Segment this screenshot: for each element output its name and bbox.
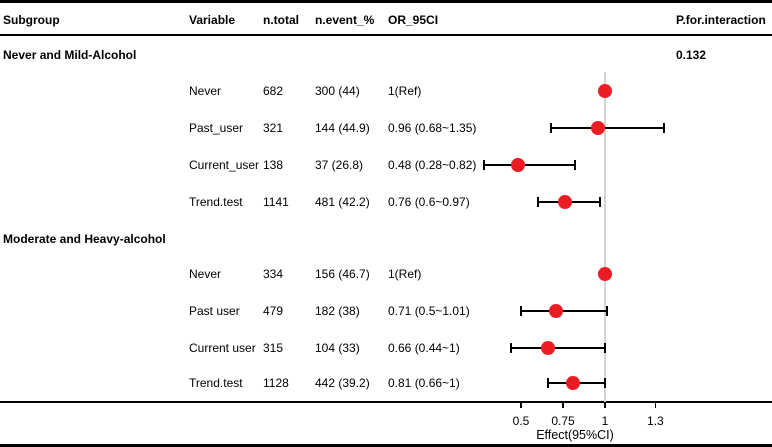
ci-bar [551,127,664,129]
column-header-n-total: n.total [263,13,299,27]
subgroup-label: Moderate and Heavy-alcohol [3,232,166,246]
row-variable: Current_user [189,158,260,172]
row-variable: Past_user [189,121,244,135]
column-header-n-event-pct: n.event_% [315,13,375,27]
row-n-event-pct: 442 (39.2) [315,376,370,390]
row-n-total: 1128 [263,376,289,390]
top-border [0,0,772,3]
effect-dot [598,84,612,98]
row-n-event-pct: 37 (26.8) [315,158,364,172]
effect-dot [540,341,555,355]
table-bottom-rule [0,401,772,403]
ci-bar [484,164,575,166]
row-n-total: 1141 [263,195,289,209]
subgroup-label: Never and Mild-Alcohol [3,48,137,62]
row-n-total: 682 [263,84,284,98]
effect-dot [549,304,564,318]
row-n-total: 315 [263,341,284,355]
effect-dot [510,158,525,172]
ci-cap-left [520,306,522,316]
row-n-event-pct: 182 (38) [315,304,360,318]
row-variable: Trend.test [189,195,243,209]
p-for-interaction-value: 0.132 [676,48,707,62]
column-header-variable: Variable [189,13,236,27]
column-header-p-for-interaction: P.for.interaction [676,13,766,27]
row-variable: Trend.test [189,376,243,390]
ci-cap-right [662,123,665,133]
row-or-95ci: 0.48 (0.28~0.82) [388,158,477,172]
effect-dot [566,376,581,390]
row-n-total: 138 [263,158,284,172]
row-variable: Never [189,84,222,98]
ci-cap-right [604,343,606,353]
bottom-border [0,444,772,447]
x-axis-tick-label: 0.75 [551,414,575,428]
row-or-95ci: 1(Ref) [388,267,422,281]
row-n-total: 334 [263,267,284,281]
ci-bar [510,347,605,349]
row-or-95ci: 1(Ref) [388,84,422,98]
x-axis-tick-label: 1.3 [647,414,664,428]
x-axis-title: Effect(95%CI) [536,428,614,442]
x-axis-tick [520,403,522,408]
effect-dot [598,267,612,281]
x-axis-tick [654,403,657,408]
ci-cap-right [573,160,576,170]
row-variable: Past user [189,304,240,318]
x-axis-tick [562,403,564,408]
ci-cap-left [550,123,553,133]
ci-cap-left [483,160,486,170]
row-or-95ci: 0.96 (0.68~1.35) [388,121,477,135]
ci-cap-left [536,197,539,207]
reference-line [604,72,606,402]
row-n-event-pct: 144 (44.9) [315,121,370,135]
ci-bar [521,310,607,312]
ci-cap-right [605,306,608,316]
row-n-event-pct: 104 (33) [315,341,360,355]
row-n-total: 321 [263,121,284,135]
row-or-95ci: 0.71 (0.5~1.01) [388,304,470,318]
column-header-subgroup: Subgroup [3,13,60,27]
row-variable: Current user [189,341,256,355]
ci-cap-left [546,378,549,388]
row-n-event-pct: 481 (42.2) [315,195,370,209]
row-variable: Never [189,267,222,281]
column-header-or-95ci: OR_95CI [388,13,439,27]
x-axis-tick-label: 0.5 [512,414,530,428]
row-n-event-pct: 156 (46.7) [315,267,370,281]
x-axis-tick [604,403,606,408]
row-or-95ci: 0.81 (0.66~1) [388,376,460,390]
ci-cap-right [598,197,601,207]
ci-cap-right [604,378,606,388]
x-axis-tick-label: 1 [601,414,609,428]
row-n-total: 479 [263,304,284,318]
header-separator [0,34,772,36]
effect-dot [591,121,606,135]
row-n-event-pct: 300 (44) [315,84,360,98]
effect-dot [557,195,572,209]
ci-cap-left [509,343,512,353]
row-or-95ci: 0.76 (0.6~0.97) [388,195,470,209]
row-or-95ci: 0.66 (0.44~1) [388,341,460,355]
